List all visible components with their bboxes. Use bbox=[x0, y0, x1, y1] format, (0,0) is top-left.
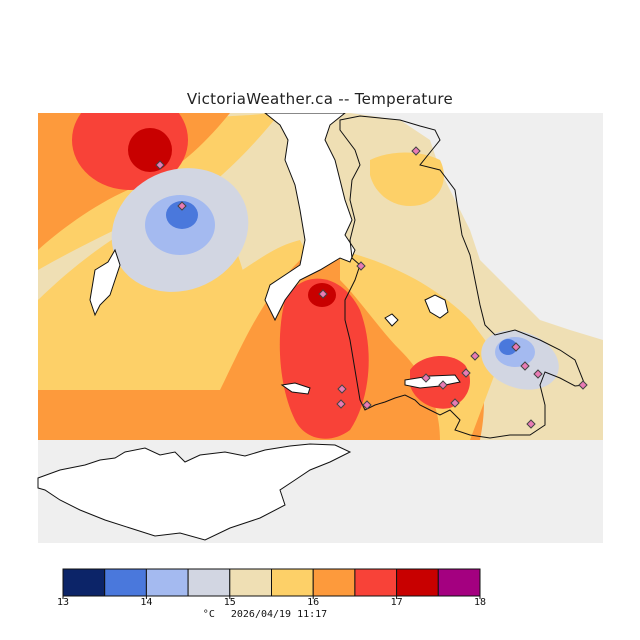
station-marker bbox=[177, 201, 187, 211]
timestamp: 2026/04/19 11:17 bbox=[230, 609, 328, 620]
station-marker bbox=[438, 380, 448, 390]
stations bbox=[155, 146, 588, 429]
legend-swatch bbox=[271, 568, 314, 597]
station-marker bbox=[337, 384, 347, 394]
temperature-field bbox=[38, 113, 603, 440]
legend-swatch bbox=[62, 568, 106, 597]
southern-water bbox=[37, 443, 352, 541]
unit-label: °C bbox=[202, 609, 215, 620]
legend-tick-label: 14 bbox=[140, 597, 153, 608]
legend-swatch bbox=[145, 568, 189, 597]
station-marker bbox=[578, 380, 588, 390]
legend-swatch bbox=[104, 568, 147, 597]
legend-tick-label: 13 bbox=[56, 597, 70, 608]
station-marker bbox=[526, 419, 536, 429]
legend-tick-label: 17 bbox=[390, 597, 403, 608]
station-marker bbox=[318, 289, 328, 299]
legend-swatch bbox=[354, 568, 398, 597]
station-marker bbox=[470, 351, 480, 361]
station-marker bbox=[520, 361, 530, 371]
station-marker bbox=[336, 399, 346, 409]
legend-tick-label: 15 bbox=[223, 597, 236, 608]
station-marker bbox=[411, 146, 421, 156]
map-title: VictoriaWeather.ca -- Temperature bbox=[186, 90, 454, 108]
legend-footer: °C 2026/04/19 11:17 bbox=[0, 609, 540, 620]
legend-swatch bbox=[312, 568, 356, 597]
legend-swatch bbox=[437, 568, 481, 597]
legend-swatch bbox=[187, 568, 231, 597]
station-marker bbox=[356, 261, 366, 271]
station-marker bbox=[461, 368, 471, 378]
legend-swatch bbox=[229, 568, 273, 597]
station-marker bbox=[155, 160, 165, 170]
legend-swatch bbox=[396, 568, 439, 597]
legend-tick-label: 18 bbox=[473, 597, 487, 608]
station-marker bbox=[421, 373, 431, 383]
station-marker bbox=[450, 398, 460, 408]
station-marker bbox=[362, 400, 372, 410]
legend-tick-label: 16 bbox=[307, 597, 320, 608]
station-marker bbox=[511, 342, 521, 352]
station-marker bbox=[533, 369, 543, 379]
